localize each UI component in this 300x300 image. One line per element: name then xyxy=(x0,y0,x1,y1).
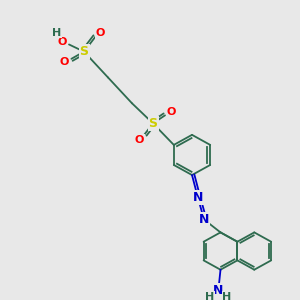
Text: N: N xyxy=(213,284,223,297)
Text: O: O xyxy=(167,107,176,117)
Text: O: O xyxy=(96,28,105,38)
Text: S: S xyxy=(148,117,158,130)
Text: H: H xyxy=(52,28,62,38)
Text: O: O xyxy=(58,37,67,46)
Text: S: S xyxy=(80,45,88,58)
Text: N: N xyxy=(193,191,203,205)
Text: N: N xyxy=(199,213,209,226)
Text: H: H xyxy=(206,292,214,300)
Text: H: H xyxy=(223,292,232,300)
Text: O: O xyxy=(60,57,69,67)
Text: O: O xyxy=(135,135,144,145)
